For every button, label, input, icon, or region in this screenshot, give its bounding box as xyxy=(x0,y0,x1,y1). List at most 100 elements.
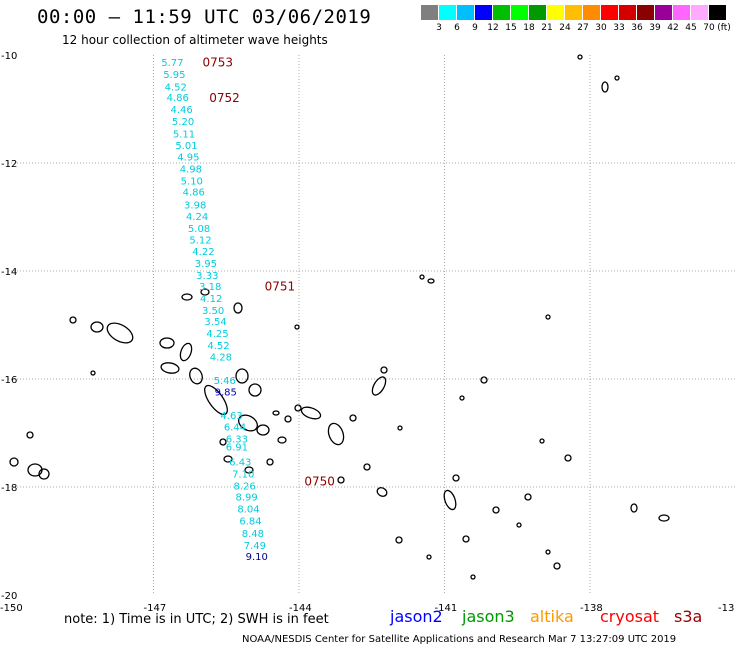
lon-tick-label: -138 xyxy=(580,603,603,614)
island-outline xyxy=(266,458,274,466)
lat-tick-label: -16 xyxy=(1,375,17,386)
legend-swatch xyxy=(655,5,673,20)
wave-height-label: 4.98 xyxy=(180,164,202,175)
island-outline xyxy=(426,554,432,560)
island-outline xyxy=(277,436,287,444)
island-outline xyxy=(219,438,227,446)
legend-swatch xyxy=(709,5,727,20)
island-outline xyxy=(614,75,620,81)
time-label: 0750 xyxy=(304,475,335,489)
satellite-name: altika xyxy=(530,607,574,626)
time-label: 0753 xyxy=(202,55,233,69)
wave-height-label: 5.01 xyxy=(175,141,197,152)
wave-height-label: 4.95 xyxy=(177,153,199,164)
legend-label: 27 xyxy=(577,23,589,33)
island-outline xyxy=(223,455,233,463)
wave-height-label: 4.46 xyxy=(170,105,192,116)
legend-swatch xyxy=(565,5,583,20)
island-outline xyxy=(294,324,300,330)
legend-swatch xyxy=(511,5,529,20)
satellite-name: jason3 xyxy=(462,607,515,626)
island-outline xyxy=(159,337,175,349)
wave-height-label: 5.20 xyxy=(172,117,194,128)
wave-height-label: 5.11 xyxy=(173,129,195,140)
island-outline xyxy=(200,288,210,296)
legend-swatch xyxy=(601,5,619,20)
legend-label: 9 xyxy=(472,23,478,33)
legend-swatch xyxy=(457,5,475,20)
legend-label: 42 xyxy=(667,23,679,33)
wave-height-label: 4.52 xyxy=(165,82,187,93)
island-outline xyxy=(327,422,345,446)
island-outline xyxy=(462,535,470,543)
legend-swatch xyxy=(529,5,547,20)
wave-height-label: 5.46 xyxy=(214,376,236,387)
wave-height-labels: 5.775.954.524.864.465.205.115.014.954.98… xyxy=(161,58,268,563)
legend-label: 24 xyxy=(559,23,571,33)
island-outline xyxy=(539,438,545,444)
island-outline xyxy=(38,468,50,480)
island-outline xyxy=(179,342,193,362)
wave-height-label: 3.98 xyxy=(184,201,206,212)
wave-height-label: 6.91 xyxy=(226,443,248,454)
island-outline xyxy=(233,302,243,314)
island-outline xyxy=(427,278,435,284)
wave-height-label: 3.50 xyxy=(202,306,224,317)
footer-note: note: 1) Time is in UTC; 2) SWH is in fe… xyxy=(64,612,329,627)
satellite-name: s3a xyxy=(674,607,703,626)
island-outline xyxy=(349,414,357,422)
island-outline xyxy=(470,574,476,580)
legend-swatch xyxy=(475,5,493,20)
island-outline xyxy=(294,404,302,412)
lat-tick-label: -12 xyxy=(1,159,17,170)
wave-height-label: 5.12 xyxy=(189,236,211,247)
wave-height-label: 4.86 xyxy=(183,188,205,199)
wave-height-label: 4.12 xyxy=(200,294,222,305)
legend-label: 12 xyxy=(487,23,499,33)
legend-swatch xyxy=(619,5,637,20)
wave-height-label: 7.49 xyxy=(244,541,266,552)
lat-tick-label: -20 xyxy=(1,591,17,602)
chart-title: 00:00 — 11:59 UTC 03/06/2019 xyxy=(37,6,372,28)
island-outline xyxy=(545,314,551,320)
island-outline xyxy=(244,466,254,474)
island-outline xyxy=(160,362,180,374)
legend-label: 15 xyxy=(505,23,517,33)
wave-height-label: 6.33 xyxy=(226,434,248,445)
wave-height-label: 5.10 xyxy=(181,176,203,187)
island-outline xyxy=(658,514,670,522)
wave-height-label: 3.18 xyxy=(199,282,221,293)
island-outline xyxy=(443,489,457,511)
wave-height-label: 8.04 xyxy=(237,505,259,516)
legend-label: 70 xyxy=(703,23,715,33)
wave-height-label: 3.95 xyxy=(195,259,217,270)
wave-height-label: 4.22 xyxy=(192,247,214,258)
island-outline xyxy=(397,425,403,431)
wave-height-label: 8.48 xyxy=(242,529,264,540)
island-outline xyxy=(601,81,609,93)
wave-height-label: 4.25 xyxy=(206,329,228,340)
lat-tick-label: -14 xyxy=(1,267,17,278)
lon-tick-label: -13 xyxy=(718,603,734,614)
wave-height-label: 4.24 xyxy=(186,212,208,223)
island-outline xyxy=(284,415,292,423)
chart-subtitle: 12 hour collection of altimeter wave hei… xyxy=(62,33,328,47)
legend-label: 21 xyxy=(541,23,553,33)
legend-swatch xyxy=(691,5,709,20)
island-outline xyxy=(516,522,522,528)
satellite-name: jason2 xyxy=(390,607,443,626)
island-outline xyxy=(480,376,488,384)
wave-height-label: 4.86 xyxy=(167,93,189,104)
satellite-name: cryosat xyxy=(600,607,660,626)
wave-height-label: 6.43 xyxy=(229,458,251,469)
lon-tick-label: -144 xyxy=(289,603,312,614)
legend-swatch xyxy=(547,5,565,20)
island-outline xyxy=(27,463,43,477)
wave-height-label: 5.08 xyxy=(188,224,210,235)
wave-height-label: 4.52 xyxy=(207,341,229,352)
wave-height-label: 8.26 xyxy=(234,481,256,492)
wave-height-label: 7.10 xyxy=(232,470,254,481)
legend-unit: (ft) xyxy=(717,23,731,33)
wave-height-label: 9.10 xyxy=(246,552,268,563)
island-outline xyxy=(630,503,638,513)
